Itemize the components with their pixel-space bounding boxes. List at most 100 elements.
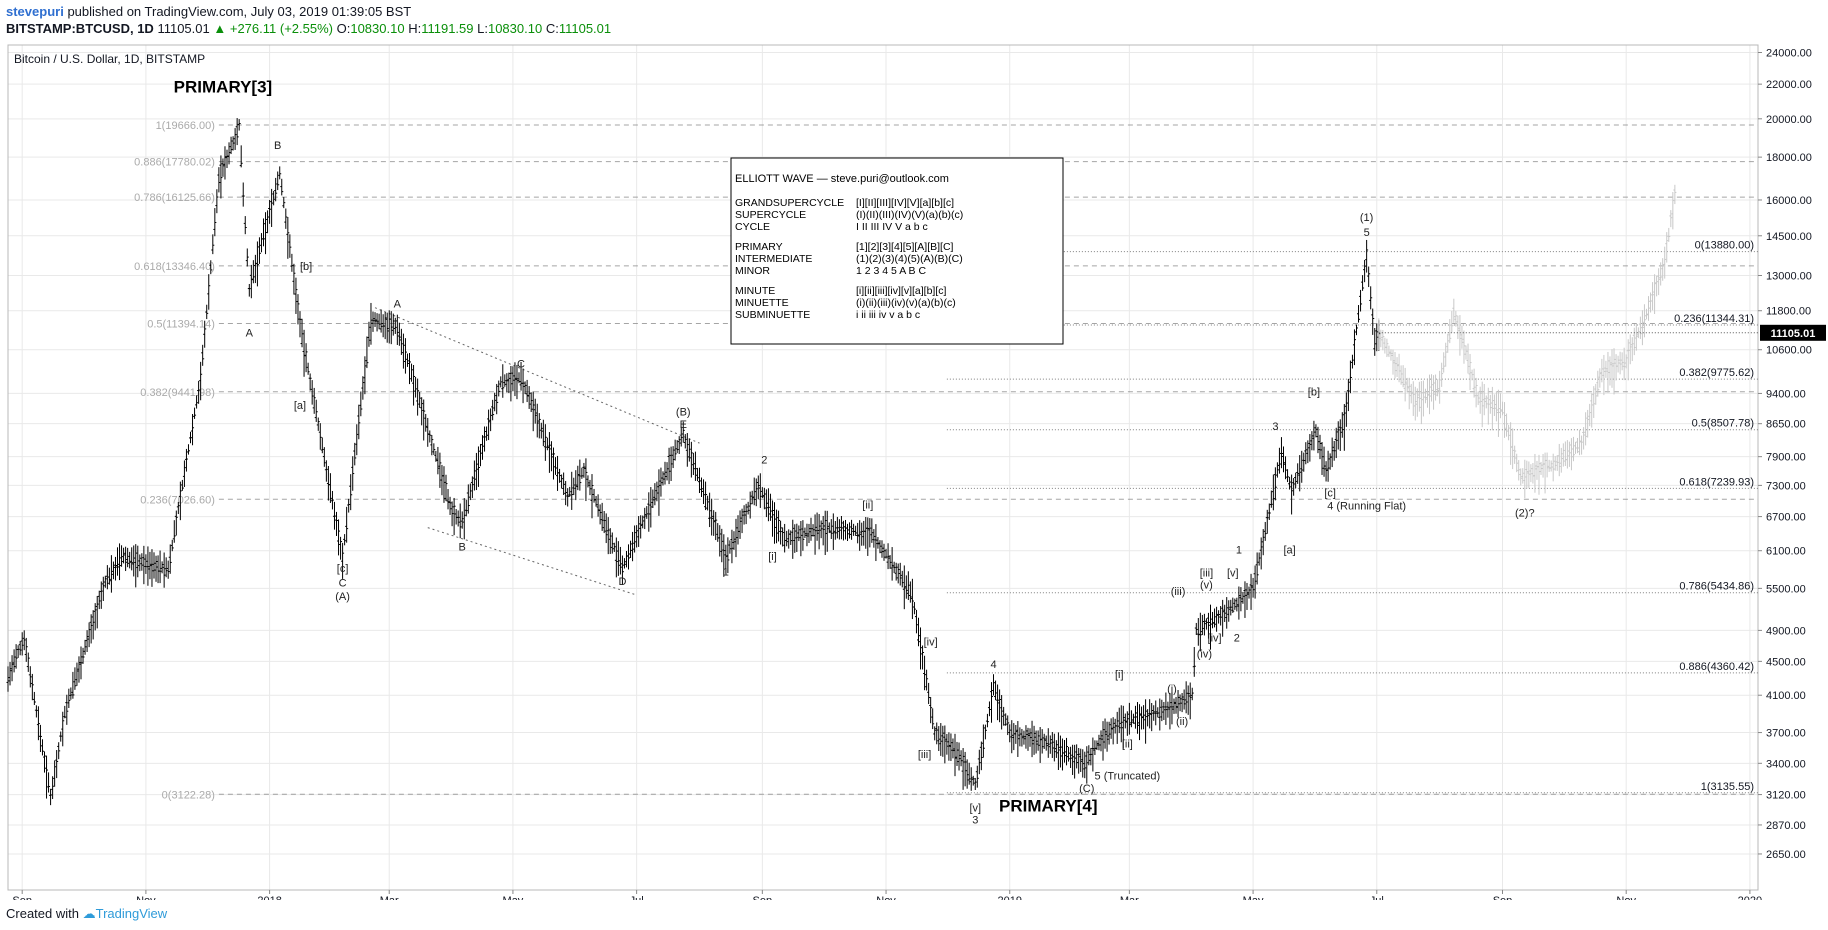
wave-label: [iii] [1200,568,1213,580]
x-tick-label: Mar [380,895,399,900]
wave-label: [ii] [862,500,873,512]
legend-row-symbols: (1)(2)(3)(4)(5)(A)(B)(C) [856,253,963,265]
wave-label: [b] [300,261,312,273]
y-tick-label: 2870.00 [1766,820,1806,832]
legend-row-name: CYCLE [735,221,770,233]
x-tick-label: 2018 [257,895,281,900]
wave-label: [iv] [924,637,938,649]
x-tick-label: Sep [753,895,773,900]
y-tick-label: 10600.00 [1766,345,1812,357]
fib-label-left: 0.236(7026.60) [140,494,215,506]
tradingview-logo-icon[interactable]: ☁ [83,906,96,921]
fib-label-left: 0(3122.28) [162,789,215,801]
fib-label-right: 0.618(7239.93) [1679,476,1754,488]
wave-label: (ii) [1176,716,1188,728]
wave-label: [b] [1308,386,1320,398]
wave-label: 5 (Truncated) [1095,771,1161,783]
legend-row-symbols: 1 2 3 4 5 A B C [856,265,926,277]
y-tick-label: 20000.00 [1766,114,1812,126]
wave-label: [ii] [1122,739,1133,751]
price-chart[interactable]: Bitcoin / U.S. Dollar, 1D, BITSTAMP 1(19… [0,0,1828,900]
y-tick-label: 7300.00 [1766,480,1806,492]
legend-row-name: MINOR [735,265,770,277]
wave-label: B [274,140,281,152]
created-with-text: Created with [6,906,79,921]
wave-label: E [680,419,687,431]
wave-label: (1) [1360,212,1373,224]
wave-label: (v) [1200,579,1213,591]
fib-label-right: 1(3135.55) [1701,781,1754,793]
primary-label: PRIMARY[4] [999,796,1098,815]
y-tick-label: 3700.00 [1766,728,1806,740]
y-tick-label: 14500.00 [1766,231,1812,243]
wave-label: (2)? [1515,508,1535,520]
y-axis[interactable]: 24000.00 22000.00 20000.00 18000.00 16000.00… [1379,47,1826,860]
wave-label: 2 [1234,633,1240,645]
legend-row-name: MINUTE [735,285,775,297]
legend-row-symbols: I II III IV V a b c [856,221,928,233]
legend-row-name: GRANDSUPERCYCLE [735,197,844,209]
wave-label: [iv] [1208,633,1222,645]
x-tick-label: Mar [1120,895,1139,900]
x-tick-label: Jul [630,895,644,900]
x-tick-label: Nov [876,895,896,900]
fib-label-right: 0.886(4360.42) [1679,661,1754,673]
x-tick-label: Nov [136,895,156,900]
fib-label-right: 0.5(8507.78) [1692,418,1754,430]
y-tick-label: 3400.00 [1766,758,1806,770]
wave-label: [v] [1227,568,1239,580]
wave-label: (A) [335,591,350,603]
wave-label: A [394,299,402,311]
wave-label: D [618,576,626,588]
y-tick-label: 24000.00 [1766,47,1812,59]
wave-label: (i) [1167,684,1177,696]
wave-label: [v] [969,802,981,814]
wave-label: [c] [337,563,349,575]
y-tick-label: 4500.00 [1766,656,1806,668]
wave-label: C [339,577,347,589]
x-tick-label: Sep [12,895,32,900]
wave-label: (iii) [1171,586,1186,598]
wave-label: [a] [1283,545,1295,557]
y-tick-label: 9400.00 [1766,388,1806,400]
wave-label: C [517,358,525,370]
legend-row-name: INTERMEDIATE [735,253,812,265]
legend-row-name: SUBMINUETTE [735,309,810,321]
x-tick-label: 2020 [1738,895,1762,900]
y-tick-label: 4100.00 [1766,690,1806,702]
legend-row-name: SUPERCYCLE [735,209,806,221]
y-tick-label: 22000.00 [1766,79,1812,91]
wave-label: (C) [1079,783,1094,795]
fib-label-left: 1(19666.00) [156,120,215,132]
legend-row-symbols: [1][2][3][4][5][A][B][C] [856,241,954,253]
y-tick-label: 8650.00 [1766,419,1806,431]
fib-label-right: 0(13880.00) [1695,240,1754,252]
wave-label: [i] [1115,669,1124,681]
fib-label-left: 0.886(17780.02) [134,157,215,169]
x-axis[interactable]: Sep Nov 2018 Mar May Jul Sep Nov 2019 Mar May Jul Se… [12,890,1762,900]
fib-label-left: 0.382(9441.98) [140,387,215,399]
wave-label: [iii] [918,749,931,761]
fib-label-right: 0.236(11344.31) [1674,313,1754,325]
x-tick-label: Sep [1493,895,1513,900]
legend-row-name: PRIMARY [735,241,783,253]
x-tick-label: Nov [1616,895,1636,900]
y-tick-label: 13000.00 [1766,270,1812,282]
y-tick-label: 7900.00 [1766,452,1806,464]
y-tick-label: 6700.00 [1766,512,1806,524]
wave-label: 4 [990,659,996,671]
legend-row-symbols: i ii iii iv v a b c [856,309,920,321]
chart-title: Bitcoin / U.S. Dollar, 1D, BITSTAMP [14,52,205,66]
y-tick-label: 3120.00 [1766,790,1806,802]
wave-label: (B) [676,406,691,418]
tradingview-link[interactable]: TradingView [96,906,168,921]
legend-row-name: MINUETTE [735,297,789,309]
y-tick-label: 6100.00 [1766,546,1806,558]
fib-label-left: 0.618(13346.40) [134,261,215,273]
x-tick-label: 2019 [997,895,1021,900]
wave-label: 5 [1364,227,1370,239]
legend-row-symbols: [i][ii][iii][iv][v][a][b][c] [856,285,947,297]
fib-label-right: 0.382(9775.62) [1679,367,1754,379]
footer: Created with ☁TradingView [6,906,167,922]
wave-label: [a] [294,400,306,412]
